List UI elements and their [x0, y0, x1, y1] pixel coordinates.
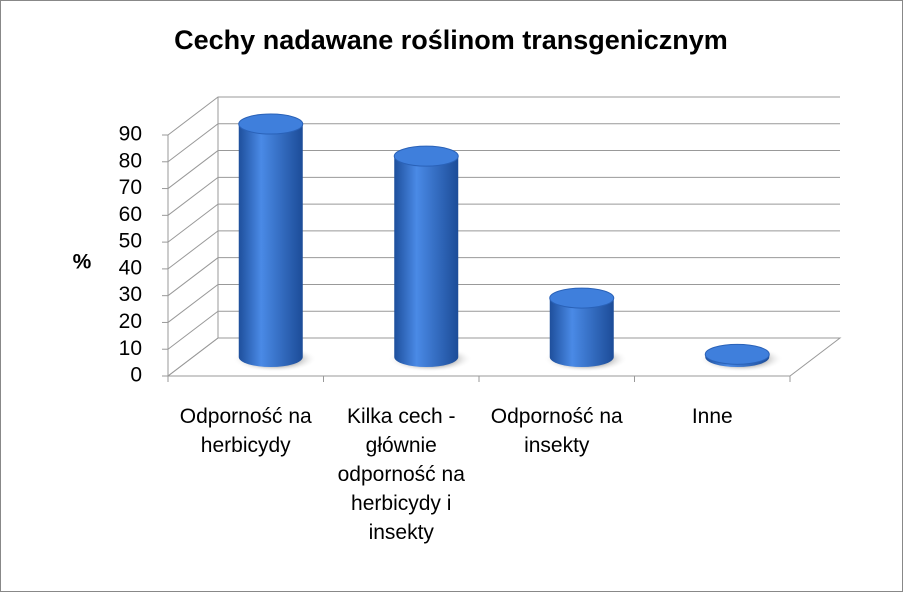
bar-top [704, 343, 770, 365]
grid-line [167, 96, 840, 136]
grid-line [167, 283, 840, 323]
grid-line [167, 203, 840, 243]
y-tick-label: 40 [119, 256, 142, 279]
y-tick-label: 30 [119, 283, 142, 306]
x-tick-label: Inne [691, 405, 733, 428]
x-tick-label: Odporność na insekty [490, 405, 623, 457]
y-tick-label: 70 [119, 176, 142, 199]
y-tick-label: 60 [119, 203, 142, 226]
grid-line [167, 337, 840, 377]
bar [549, 298, 614, 367]
grid-line [167, 310, 840, 350]
x-tick-label: Odporność na herbicydy [179, 405, 312, 457]
grid-line [167, 123, 840, 163]
bar [238, 124, 303, 368]
grid-line [167, 257, 840, 297]
y-tick-label: 50 [119, 230, 142, 253]
x-tick-label: Kilka cech - głównie odporność na herbic… [337, 405, 465, 544]
grid-line [167, 176, 840, 216]
y-tick-label: 80 [119, 149, 142, 172]
y-tick-label: 90 [119, 123, 142, 146]
y-tick-label: 10 [119, 337, 142, 360]
grid-line [167, 230, 840, 270]
bar-top [238, 113, 304, 135]
chart-title: Cechy nadawane roślinom transgenicznym [174, 25, 728, 55]
bar [394, 156, 459, 367]
y-axis-label: % [73, 251, 92, 274]
grid-line [167, 150, 840, 189]
y-tick-label: 20 [119, 310, 142, 333]
bar-top [393, 145, 459, 167]
bar-top [549, 287, 615, 309]
y-tick-label: 0 [130, 364, 142, 387]
